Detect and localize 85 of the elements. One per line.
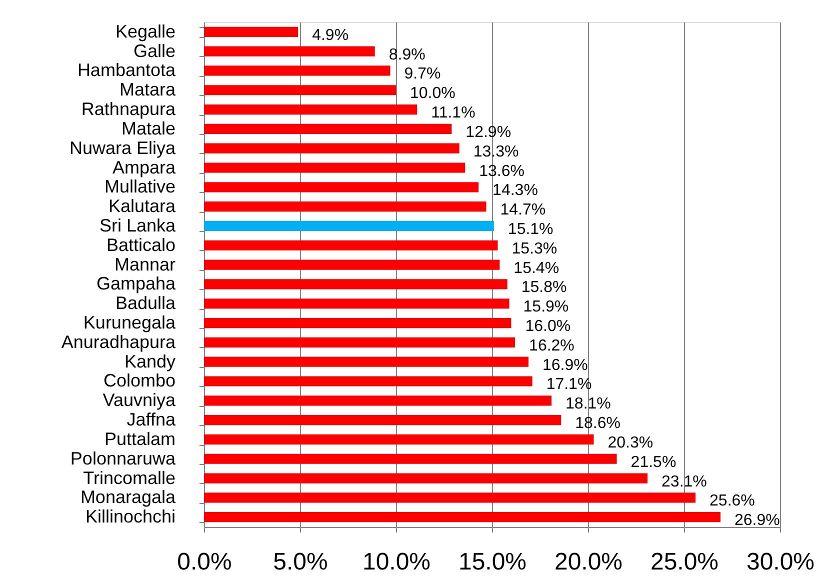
- bar: [204, 279, 508, 290]
- y-tick-label: Gampaha: [96, 274, 176, 294]
- x-tick-label: 10.0%: [362, 548, 431, 576]
- y-tick-label: Colombo: [103, 370, 176, 391]
- y-tick-label: Mullative: [104, 176, 176, 197]
- y-tick-label: Nuwara Eliya: [69, 138, 176, 158]
- data-label: 16.0%: [525, 318, 571, 336]
- bar: [204, 104, 418, 115]
- bar: [204, 202, 486, 212]
- bar: [204, 46, 375, 56]
- data-label: 10.0%: [410, 85, 456, 102]
- data-label: 14.3%: [492, 182, 538, 200]
- data-label: 13.3%: [473, 143, 519, 160]
- y-tick-label: Puttalam: [104, 428, 176, 449]
- bar: [204, 356, 528, 367]
- y-tick-label: Kalutara: [108, 196, 176, 216]
- data-label: 16.2%: [529, 337, 574, 354]
- y-tick-label: Kegalle: [115, 21, 176, 42]
- bar: [204, 337, 516, 348]
- y-tick-label: Ampara: [112, 157, 176, 178]
- data-label: 17.1%: [546, 376, 592, 394]
- x-tick-label: 25.0%: [650, 548, 719, 576]
- bar: [204, 240, 498, 250]
- bar: [204, 85, 396, 96]
- data-label: 16.9%: [542, 356, 588, 374]
- y-tick-label: Anuradhapura: [61, 332, 176, 352]
- data-label: 13.6%: [479, 162, 524, 180]
- y-tick-label: Polonnaruwa: [70, 448, 176, 468]
- bar: [204, 434, 594, 445]
- bar: [204, 162, 466, 173]
- data-label: 15.8%: [521, 279, 567, 296]
- x-tick-label: 5.0%: [273, 548, 328, 576]
- y-tick-label: Vauvniya: [102, 390, 176, 410]
- data-label: 18.6%: [575, 415, 620, 432]
- bar: [204, 396, 552, 406]
- y-tick-label: Jaffna: [126, 410, 176, 430]
- data-label: 15.3%: [512, 240, 558, 258]
- bar: [204, 473, 648, 484]
- bar: [204, 492, 696, 503]
- bar: [204, 298, 510, 309]
- data-label: 26.9%: [734, 512, 780, 530]
- data-label: 15.4%: [514, 260, 560, 277]
- data-label: 4.9%: [312, 26, 349, 44]
- bar: [204, 415, 562, 426]
- data-label: 15.1%: [508, 220, 554, 238]
- data-label: 21.5%: [630, 454, 676, 471]
- data-label: 25.6%: [710, 492, 755, 510]
- y-tick-label: Monaragala: [80, 487, 176, 508]
- x-tick-label: 30.0%: [746, 548, 815, 576]
- bar: [204, 318, 512, 328]
- x-tick-label: 15.0%: [458, 548, 527, 576]
- y-tick-label: Galle: [133, 40, 176, 61]
- data-label: 23.1%: [662, 473, 707, 490]
- bar: [204, 26, 298, 37]
- data-label: 14.7%: [500, 202, 546, 219]
- bar: [204, 260, 500, 270]
- y-tick-label: Badulla: [115, 293, 176, 314]
- data-label: 12.9%: [466, 124, 512, 141]
- data-label: 15.9%: [523, 298, 569, 316]
- data-label: 20.3%: [608, 434, 654, 452]
- bar: [204, 66, 390, 76]
- bar: [204, 512, 720, 522]
- data-label: 11.1%: [431, 104, 476, 122]
- y-tick-label: Mannar: [114, 254, 176, 274]
- y-tick-label: Matara: [119, 80, 176, 100]
- bar: [204, 182, 479, 192]
- y-tick-label: Killinochchi: [85, 506, 176, 527]
- bar: [204, 220, 494, 232]
- y-tick-label: Batticalo: [106, 234, 176, 255]
- y-tick-label: Kurunegala: [83, 312, 176, 333]
- bar: [204, 124, 452, 134]
- y-tick-label: Hambantota: [77, 60, 176, 80]
- x-tick-label: 20.0%: [554, 548, 623, 576]
- bar: [204, 143, 460, 154]
- data-label: 9.7%: [404, 66, 441, 83]
- x-tick-label: 0.0%: [177, 548, 232, 576]
- y-tick-label: Rathnapura: [81, 99, 176, 120]
- y-tick-label: Sri Lanka: [99, 215, 176, 236]
- y-tick-label: Trincomalle: [83, 468, 176, 488]
- y-tick-label: Matale: [121, 118, 176, 138]
- y-tick-label: Kandy: [124, 351, 176, 372]
- data-label: 18.1%: [566, 396, 611, 413]
- data-label: 8.9%: [388, 46, 426, 64]
- bar: [204, 376, 532, 386]
- bar: [204, 454, 617, 464]
